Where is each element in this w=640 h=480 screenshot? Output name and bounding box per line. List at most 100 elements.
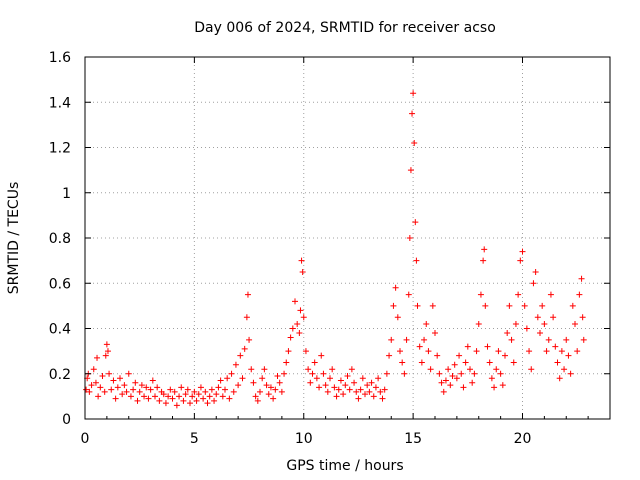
- data-point: [364, 382, 371, 389]
- data-point: [311, 359, 318, 366]
- data-point: [495, 348, 502, 355]
- x-tick-label: 0: [81, 431, 90, 447]
- data-point: [414, 302, 421, 309]
- data-point: [165, 393, 172, 400]
- data-point: [375, 375, 382, 382]
- data-point: [558, 348, 565, 355]
- data-point: [480, 257, 487, 264]
- data-point: [160, 391, 167, 398]
- x-tick-label: 15: [404, 431, 422, 447]
- y-tick-label: 1: [62, 186, 71, 202]
- data-point: [442, 377, 449, 384]
- data-points: [83, 90, 587, 409]
- data-point: [272, 386, 279, 393]
- data-point: [436, 370, 443, 377]
- data-point: [481, 246, 488, 253]
- data-point: [403, 336, 410, 343]
- data-point: [232, 361, 239, 368]
- data-point: [458, 370, 465, 377]
- data-point: [580, 336, 587, 343]
- data-point: [136, 388, 143, 395]
- y-axis-label: SRMTID / TECUs: [6, 182, 22, 295]
- x-tick-label: 5: [190, 431, 199, 447]
- data-point: [438, 379, 445, 386]
- data-point: [281, 370, 288, 377]
- data-point: [243, 314, 250, 321]
- data-point: [397, 348, 403, 355]
- data-point: [388, 336, 395, 343]
- data-point: [90, 366, 97, 373]
- data-point: [515, 291, 522, 298]
- data-point: [447, 382, 454, 389]
- data-point: [392, 284, 399, 291]
- data-point: [193, 397, 200, 404]
- data-point: [469, 379, 476, 386]
- data-point: [355, 395, 362, 402]
- data-point: [230, 388, 237, 395]
- data-point: [539, 302, 546, 309]
- data-point: [322, 382, 329, 389]
- data-point: [147, 386, 154, 393]
- data-point: [106, 370, 113, 377]
- data-point: [117, 375, 123, 382]
- data-point: [254, 397, 261, 404]
- data-point: [259, 375, 266, 382]
- data-point: [94, 354, 101, 361]
- data-point: [241, 345, 248, 352]
- data-point: [318, 352, 325, 359]
- data-point: [299, 268, 306, 275]
- data-point: [381, 386, 388, 393]
- data-point: [502, 352, 508, 359]
- data-point: [302, 348, 309, 355]
- data-point: [307, 379, 314, 386]
- data-point: [265, 391, 272, 398]
- data-point: [333, 393, 340, 400]
- data-point: [132, 379, 139, 386]
- data-point: [473, 348, 480, 355]
- data-point: [394, 314, 401, 321]
- data-point: [309, 370, 316, 377]
- data-point: [248, 366, 255, 373]
- data-point: [276, 379, 283, 386]
- data-point: [462, 359, 469, 366]
- data-point: [305, 366, 312, 373]
- data-point: [556, 375, 563, 382]
- data-point: [432, 330, 438, 337]
- data-point: [550, 314, 557, 321]
- data-point: [451, 361, 458, 368]
- data-point: [86, 388, 93, 395]
- chart-title: Day 006 of 2024, SRMTID for receiver acs…: [194, 20, 496, 36]
- data-point: [370, 393, 377, 400]
- data-point: [246, 336, 253, 343]
- data-point: [145, 395, 152, 402]
- data-point: [211, 397, 218, 404]
- data-point: [154, 384, 161, 391]
- y-tick-label: 0.4: [49, 322, 71, 338]
- data-point: [534, 314, 541, 321]
- y-tick-label: 0: [62, 412, 71, 428]
- data-point: [283, 359, 290, 366]
- data-point: [563, 336, 570, 343]
- data-point: [226, 395, 233, 402]
- data-point: [110, 377, 117, 384]
- data-point: [329, 366, 336, 373]
- data-point: [182, 391, 189, 398]
- data-point: [368, 379, 375, 386]
- tick-labels: 0 5 10 15 20 0 0.2 0.4 0.6 0.8 1 1.2 1.4 1.6: [49, 50, 532, 447]
- data-point: [407, 167, 414, 174]
- data-point: [456, 352, 463, 359]
- data-point: [405, 291, 412, 298]
- data-point: [440, 388, 447, 395]
- data-point: [401, 370, 408, 377]
- data-point: [121, 382, 128, 389]
- data-point: [412, 219, 419, 226]
- data-point: [523, 325, 530, 332]
- data-point: [362, 391, 368, 398]
- data-point: [228, 370, 235, 377]
- y-tick-label: 1.2: [49, 141, 71, 157]
- data-point: [359, 375, 366, 382]
- data-point: [167, 386, 174, 393]
- data-point: [554, 359, 561, 366]
- data-point: [477, 291, 484, 298]
